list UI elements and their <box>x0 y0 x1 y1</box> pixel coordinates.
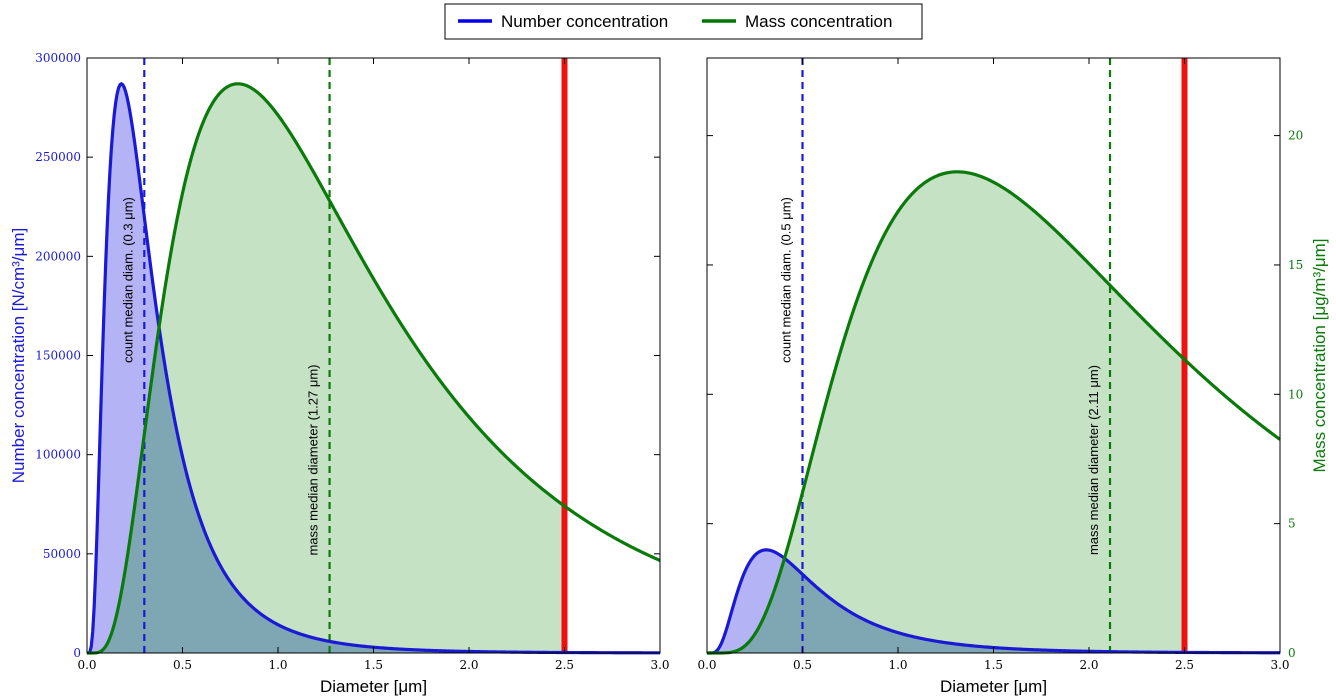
x-tick-label: 2.5 <box>555 658 574 672</box>
y-tick-label: 250000 <box>35 150 81 164</box>
y-tick-label: 20 <box>1288 129 1303 143</box>
left-panel: 0.0 0.5 1.0 1.5 2.0 2.5 3.0 0 50000 100000 150000… <box>9 51 670 696</box>
x-tick-label: 1.5 <box>364 658 383 672</box>
right-x-axis-label: Diameter [μm] <box>940 677 1047 696</box>
y-tick-label: 50000 <box>43 547 81 561</box>
legend: Number concentration Mass concentration <box>444 3 923 40</box>
y-tick-label: 5 <box>1288 517 1296 531</box>
x-tick-label: 3.0 <box>1270 658 1289 672</box>
x-tick-label: 1.0 <box>888 658 907 672</box>
right-fills <box>707 171 1185 653</box>
y-tick-label: 0 <box>1288 646 1296 660</box>
right-x-ticks: 0.0 0.5 1.0 1.5 2.0 2.5 3.0 <box>697 58 1290 672</box>
y-tick-label: 100000 <box>35 448 81 462</box>
overlap-fill-area <box>707 558 1185 653</box>
y-tick-label: 200000 <box>35 249 81 263</box>
right-y-axis-label: Mass concentration [μg/m³/μm] <box>1310 238 1329 472</box>
count-median-annotation: count median diam. (0.3 μm) <box>120 197 135 363</box>
mass-median-annotation: mass median diameter (2.11 μm) <box>1086 365 1101 555</box>
overlap-fill-area <box>87 329 565 653</box>
legend-label-number: Number concentration <box>501 12 668 31</box>
y-tick-label: 15 <box>1288 258 1303 272</box>
mass-concentration-line <box>87 82 661 655</box>
right-y-ticks: 0 5 10 15 20 <box>707 129 1303 660</box>
mass-fill-area <box>707 171 1185 653</box>
x-tick-label: 1.5 <box>984 658 1003 672</box>
right-annotations: count median diam. (0.5 μm) mass median d… <box>779 197 1102 555</box>
y-tick-label: 300000 <box>35 51 81 65</box>
legend-label-mass: Mass concentration <box>745 12 892 31</box>
left-y-ticks: 0 50000 100000 150000 200000 250000 300000 <box>35 51 660 660</box>
legend-box <box>444 3 923 40</box>
left-annotations: count median diam. (0.3 μm) mass median d… <box>120 197 320 555</box>
mass-concentration-line <box>707 170 1281 655</box>
mass-median-annotation: mass median diameter (1.27 μm) <box>306 364 321 555</box>
y-tick-label: 150000 <box>35 349 81 363</box>
left-fills <box>87 83 565 654</box>
x-tick-label: 1.0 <box>268 658 287 672</box>
x-tick-label: 3.0 <box>650 658 669 672</box>
left-x-ticks: 0.0 0.5 1.0 1.5 2.0 2.5 3.0 <box>77 58 670 672</box>
x-tick-label: 2.5 <box>1175 658 1194 672</box>
left-y-axis-label: Number concentration [N/cm³/μm] <box>9 228 28 483</box>
x-tick-label: 2.0 <box>1079 658 1098 672</box>
left-x-axis-label: Diameter [μm] <box>320 677 427 696</box>
mass-fill-area <box>87 83 565 653</box>
x-tick-label: 2.0 <box>459 658 478 672</box>
count-median-annotation: count median diam. (0.5 μm) <box>779 197 794 363</box>
x-tick-label: 0.5 <box>793 658 812 672</box>
y-tick-label: 0 <box>73 646 81 660</box>
y-tick-label: 10 <box>1288 387 1303 401</box>
right-panel: 0.0 0.5 1.0 1.5 2.0 2.5 3.0 0 5 10 15 20 Diameter … <box>697 57 1329 696</box>
x-tick-label: 0.5 <box>173 658 192 672</box>
x-tick-label: 0.0 <box>77 658 96 672</box>
x-tick-label: 0.0 <box>697 658 716 672</box>
